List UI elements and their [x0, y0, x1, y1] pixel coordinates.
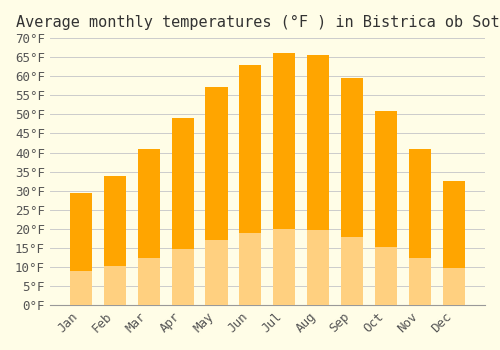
- Bar: [104, 176, 126, 305]
- Bar: [409, 258, 432, 305]
- Bar: [375, 247, 398, 305]
- Bar: [240, 65, 262, 305]
- Bar: [138, 149, 160, 305]
- Bar: [70, 271, 92, 305]
- Bar: [274, 229, 295, 305]
- Bar: [206, 87, 228, 305]
- Bar: [342, 78, 363, 305]
- Title: Average monthly temperatures (°F ) in Bistrica ob Sotli: Average monthly temperatures (°F ) in Bi…: [16, 15, 500, 30]
- Bar: [409, 149, 432, 305]
- Bar: [70, 193, 92, 305]
- Bar: [138, 258, 160, 305]
- Bar: [342, 237, 363, 305]
- Bar: [104, 266, 126, 305]
- Bar: [308, 230, 330, 305]
- Bar: [443, 268, 465, 305]
- Bar: [375, 111, 398, 305]
- Bar: [240, 233, 262, 305]
- Bar: [172, 118, 194, 305]
- Bar: [443, 181, 465, 305]
- Bar: [172, 249, 194, 305]
- Bar: [308, 55, 330, 305]
- Bar: [206, 240, 228, 305]
- Bar: [274, 52, 295, 305]
